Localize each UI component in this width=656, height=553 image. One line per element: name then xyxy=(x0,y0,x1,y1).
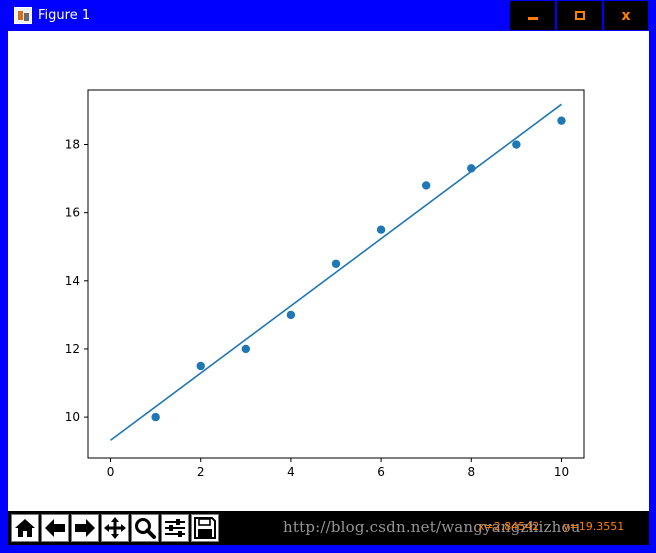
close-icon: x xyxy=(621,7,631,24)
watermark: http://blog.csdn.net/wangyangzhizhou xyxy=(283,518,581,536)
data-point xyxy=(512,140,521,149)
maximize-button[interactable] xyxy=(557,1,602,30)
home-icon xyxy=(15,519,35,537)
configure-subplots-icon xyxy=(165,519,185,537)
data-point xyxy=(331,259,341,268)
pan-button[interactable] xyxy=(101,514,129,542)
minimize-button[interactable] xyxy=(510,1,555,30)
back-icon xyxy=(45,519,65,537)
y-tick-label: 18 xyxy=(65,138,80,152)
data-point xyxy=(241,344,251,354)
data-point xyxy=(376,225,386,234)
close-button[interactable]: x xyxy=(604,1,648,30)
navigation-toolbar: http://blog.csdn.net/wangyangzhizhou x=2… xyxy=(8,511,649,545)
y-tick-label: 10 xyxy=(65,410,80,424)
home-button[interactable] xyxy=(11,514,39,542)
save-button[interactable] xyxy=(191,514,219,542)
x-tick-label: 4 xyxy=(287,465,295,479)
plot-area: 0 2 4 6 8 10 10 12 14 16 18 xyxy=(65,89,585,479)
minimize-icon xyxy=(527,17,538,20)
forward-button[interactable] xyxy=(71,514,99,542)
cursor-x-readout: x=2.84542 xyxy=(478,520,540,533)
forward-icon xyxy=(75,519,95,537)
app-icon xyxy=(14,7,32,24)
configure-subplots-button[interactable] xyxy=(161,514,189,542)
fit-line xyxy=(110,103,562,441)
data-point xyxy=(557,116,566,125)
cursor-y-readout: y=19.3551 xyxy=(563,520,625,533)
y-tick-label: 12 xyxy=(65,342,80,356)
back-button[interactable] xyxy=(41,514,69,542)
data-point xyxy=(151,412,160,422)
data-point xyxy=(196,361,205,371)
x-tick-label: 6 xyxy=(377,465,385,479)
axes-frame xyxy=(87,89,585,459)
x-tick-label: 10 xyxy=(554,465,569,479)
x-tick-label: 2 xyxy=(197,465,205,479)
window-title: Figure 1 xyxy=(38,8,91,23)
pan-icon xyxy=(104,517,126,539)
maximize-icon xyxy=(574,11,585,20)
save-icon xyxy=(194,517,216,539)
zoom-button[interactable] xyxy=(131,514,159,542)
zoom-icon xyxy=(135,518,156,539)
x-tick-label: 8 xyxy=(467,465,475,479)
data-point xyxy=(286,310,296,320)
title-bar[interactable]: Figure 1 x xyxy=(0,0,656,31)
data-point xyxy=(421,181,431,190)
y-tick-label: 14 xyxy=(65,274,80,288)
x-tick-label: 0 xyxy=(107,465,115,479)
figure-canvas[interactable]: 0 2 4 6 8 10 10 12 14 16 18 xyxy=(8,31,649,511)
y-tick-label: 16 xyxy=(65,206,80,220)
